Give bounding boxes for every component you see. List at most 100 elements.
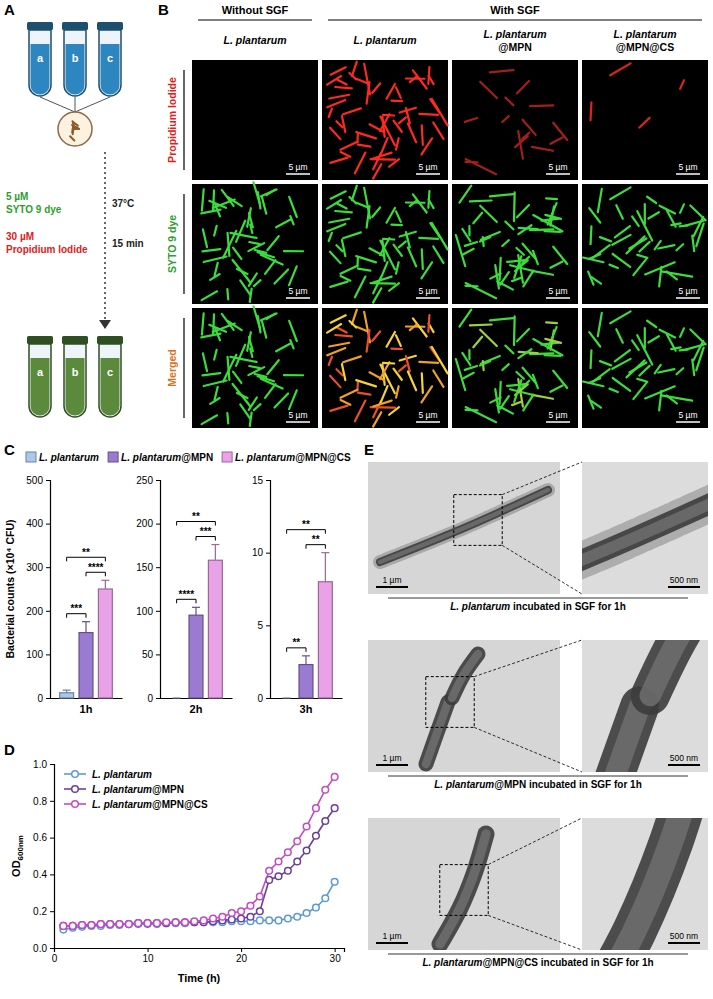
bacterium (490, 194, 514, 196)
series-marker (135, 920, 142, 927)
bacterium (413, 70, 427, 88)
panel-label: E (364, 441, 374, 458)
y-axis: 051015 (252, 475, 271, 704)
bacterium (692, 236, 694, 251)
bacterium (406, 232, 410, 247)
bacterium (410, 201, 417, 206)
tick-label: 200 (26, 606, 43, 617)
bacterium (522, 133, 529, 139)
bacterium (497, 406, 513, 414)
bacterium (633, 258, 647, 275)
micrograph-background (192, 308, 318, 428)
bacterium (413, 318, 427, 336)
scale-bar-label: 5 µm (288, 410, 307, 420)
series-marker (303, 823, 310, 830)
bacterium (367, 330, 370, 351)
series-line (63, 777, 334, 926)
series-marker (210, 915, 217, 922)
bacterium (261, 255, 283, 265)
tick-label: 100 (136, 606, 153, 617)
tick-label: 300 (26, 562, 43, 573)
bacterium (533, 375, 538, 388)
micrograph-background (322, 60, 448, 180)
series-line (63, 808, 334, 926)
bacterium (514, 380, 521, 402)
bacterium (680, 204, 684, 212)
bacterium (553, 371, 567, 388)
micrograph-background (452, 184, 578, 304)
scale-bar-label: 5 µm (548, 286, 567, 296)
tick: 0.0 (33, 943, 54, 954)
tem-zoom-image (582, 640, 708, 772)
bacterium (387, 208, 395, 223)
bacterium (692, 360, 694, 375)
micrograph-background (582, 60, 708, 180)
bacterium (637, 255, 647, 258)
zoom-connector (502, 462, 582, 495)
bacterium (433, 371, 443, 387)
bacterium (289, 197, 297, 217)
series-marker (313, 805, 320, 812)
bacterium (342, 364, 345, 380)
bacterium (327, 76, 341, 85)
bacterium (214, 350, 216, 360)
series-marker (238, 908, 245, 915)
cell-core (380, 490, 548, 562)
bacterium (372, 331, 380, 341)
bacterium (659, 391, 661, 411)
tick-label: 1h (80, 703, 93, 715)
bacterium (465, 285, 477, 288)
bacterium (342, 240, 345, 256)
bacterium (502, 364, 509, 370)
significance-bracket (306, 545, 325, 549)
series-marker (228, 916, 235, 923)
bacterium (233, 372, 241, 383)
scale-bar (416, 297, 440, 299)
row-label: Propidium Iodide (166, 77, 178, 163)
bacterium (233, 248, 241, 259)
y-axis: 050100150200250 (136, 475, 160, 704)
series-marker (60, 923, 67, 930)
tube: c (97, 22, 123, 96)
tick: 200 (26, 606, 50, 617)
tube-cap (27, 336, 53, 344)
bacterium (505, 346, 513, 354)
bacterium (660, 206, 676, 214)
legend-marker (72, 771, 79, 778)
bar-chart: 0510153h****** (252, 475, 343, 715)
bacterium (470, 323, 492, 326)
caption: L. plantarum@MPN incubated in SGF for 1h (434, 779, 642, 790)
text-span: L. plantarum (613, 28, 676, 40)
bacterium (495, 265, 499, 288)
tick-mark (156, 480, 160, 481)
series-marker (154, 920, 161, 927)
series-marker (172, 920, 179, 927)
bacterium (210, 274, 219, 280)
series-marker (107, 921, 114, 928)
bacterium (331, 67, 346, 74)
tick-label: 0 (37, 693, 43, 704)
bacterium (589, 350, 592, 368)
series-marker (116, 922, 123, 929)
bacterium (341, 400, 351, 405)
bacterium (661, 271, 692, 276)
bar (208, 560, 222, 698)
series-marker (322, 786, 329, 793)
tick-label: 150 (136, 562, 153, 573)
text-span: L. plantarum (434, 779, 494, 790)
scale-bar (546, 173, 570, 175)
bacterium (428, 67, 429, 84)
stain-label: 5 µM (6, 191, 28, 202)
tube: a (27, 336, 53, 417)
scale-bar-label: 5 µm (418, 162, 437, 172)
bacterium (380, 362, 389, 379)
scale-bar-label: 5 µm (548, 162, 567, 172)
bacterium (327, 348, 345, 355)
series-marker (257, 917, 264, 924)
series-marker (313, 832, 320, 839)
bacterium (507, 260, 525, 262)
series-marker (313, 904, 320, 911)
series-marker (88, 923, 95, 930)
tick-label: 0 (147, 693, 153, 704)
series-marker (97, 921, 104, 928)
